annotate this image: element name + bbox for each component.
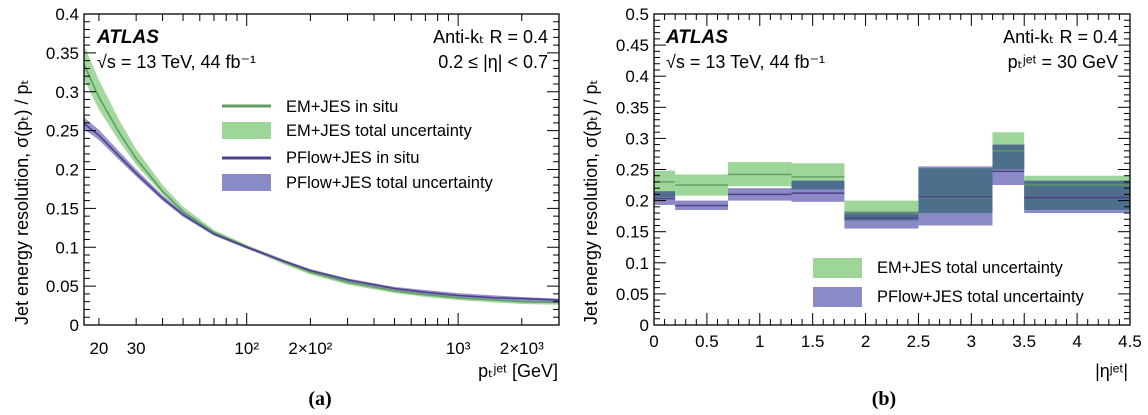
legend-pf-band-label: PFlow+JES total uncertainty (877, 288, 1085, 306)
x-tick-label: 10³ (446, 339, 471, 358)
panel-caption: (a) (308, 388, 331, 410)
x-tick-label: 20 (89, 339, 108, 358)
y-tick-label: 0.15 (46, 199, 79, 218)
legend: EM+JES total uncertainty PFlow+JES total… (813, 258, 1085, 307)
y-tick-label: 0.05 (616, 285, 649, 304)
y-tick-label: 0.4 (55, 5, 79, 24)
algorithm-label: Anti-kₜ R = 0.4 (1003, 27, 1118, 47)
y-tick-label: 0.2 (55, 161, 79, 180)
legend-pf-band-swatch (813, 287, 862, 307)
overlap-region (654, 191, 676, 198)
legend-pf-line-label: PFlow+JES in situ (286, 149, 419, 167)
axis-ticks: 0 0.05 0.1 0.15 0.2 0.25 0.3 0.35 0.4 0.45 0.5 0 0.5… (616, 5, 1142, 351)
x-tick-label: 2 (861, 332, 870, 351)
x-tick-label: 0 (649, 332, 658, 351)
axis-ticks: 0 0.05 0.1 0.15 0.2 0.25 0.3 0.35 0.4 20 30 10² 2×10… (46, 5, 560, 358)
algorithm-label: Anti-kₜ R = 0.4 (433, 27, 548, 47)
selection-label: 0.2 ≤ |η| < 0.7 (438, 52, 548, 72)
y-tick-label: 0.05 (46, 277, 79, 296)
y-tick-label: 0 (640, 316, 649, 335)
em-uncertainty-bin (654, 170, 676, 198)
legend-em-band-label: EM+JES total uncertainty (286, 122, 472, 140)
y-tick-label: 0.35 (616, 98, 649, 117)
plot-area (83, 45, 560, 305)
x-tick-label: 10² (234, 339, 259, 358)
x-tick-label: 2.5 (907, 332, 931, 351)
panel-b: 0 0.05 0.1 0.15 0.2 0.25 0.3 0.35 0.4 0.45 0.5 0 0.5… (581, 5, 1142, 410)
legend-pf-band-label: PFlow+JES total uncertainty (286, 174, 494, 192)
x-tick-label: 4.5 (1118, 332, 1142, 351)
x-axis-label: pₜʲᵉᵗ [GeV] (478, 361, 558, 381)
legend-pf-band-swatch (222, 174, 271, 191)
panel-a: 0 0.05 0.1 0.15 0.2 0.25 0.3 0.35 0.4 20 30 10² 2×10… (12, 5, 560, 410)
overlap-region (992, 144, 1025, 170)
y-tick-label: 0.3 (55, 83, 79, 102)
panel-caption: (b) (872, 388, 896, 410)
y-tick-label: 0.35 (46, 44, 79, 63)
y-tick-label: 0.25 (46, 122, 79, 141)
y-tick-label: 0 (70, 316, 79, 335)
y-tick-label: 0.4 (625, 67, 649, 86)
overlap-region (791, 180, 845, 190)
y-tick-label: 0.15 (616, 223, 649, 242)
legend-em-band-swatch (222, 122, 271, 139)
x-tick-label: 2×10³ (500, 339, 544, 358)
pflow-insitu-line (83, 122, 560, 301)
overlap-region (844, 211, 919, 221)
overlap-region (918, 168, 993, 214)
y-axis-label: Jet energy resolution, σ(pₜ) / pₜ (12, 79, 32, 325)
legend-em-band-swatch (813, 258, 862, 278)
selection-label: pₜʲᵉᵗ = 30 GeV (1008, 52, 1118, 72)
y-tick-label: 0.1 (55, 238, 79, 257)
y-tick-label: 0.5 (625, 5, 649, 24)
energy-lumi-label: √s = 13 TeV, 44 fb⁻¹ (666, 52, 825, 72)
plot-area (654, 132, 1130, 229)
x-tick-label: 3.5 (1012, 332, 1036, 351)
y-tick-label: 0.45 (616, 36, 649, 55)
x-tick-label: 30 (127, 339, 146, 358)
y-tick-label: 0.3 (625, 129, 649, 148)
x-tick-label: 1.5 (801, 332, 825, 351)
x-tick-label: 1 (755, 332, 764, 351)
legend: EM+JES in situ EM+JES total uncertainty … (222, 98, 494, 192)
legend-em-band-label: EM+JES total uncertainty (877, 259, 1063, 277)
y-tick-label: 0.2 (625, 192, 649, 211)
y-tick-label: 0.1 (625, 254, 649, 273)
x-tick-label: 3 (967, 332, 976, 351)
pflow-uncertainty-band (84, 117, 559, 303)
y-tick-label: 0.25 (616, 161, 649, 180)
x-tick-label: 2×10² (288, 339, 332, 358)
y-axis-label: Jet energy resolution, σ(pₜ) / pₜ (581, 79, 601, 325)
legend-em-line-label: EM+JES in situ (286, 98, 398, 116)
x-tick-label: 4 (1072, 332, 1081, 351)
atlas-label: ATLAS (665, 27, 728, 48)
x-tick-label: 0.5 (695, 332, 719, 351)
atlas-label: ATLAS (96, 27, 159, 48)
energy-lumi-label: √s = 13 TeV, 44 fb⁻¹ (97, 52, 256, 72)
x-axis-label: |ηʲᵉᵗ| (1095, 361, 1128, 381)
